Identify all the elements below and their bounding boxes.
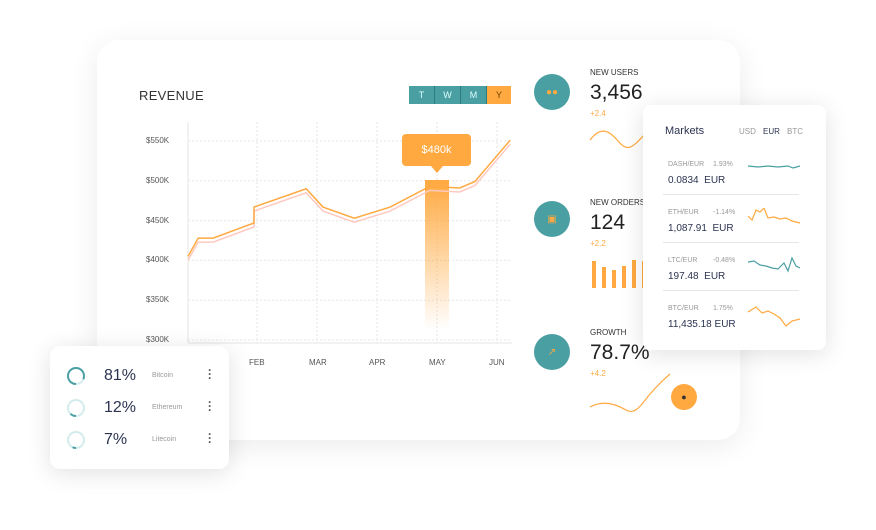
currency-eur-tab[interactable]: EUR	[763, 127, 780, 136]
revenue-line-shadow	[187, 143, 511, 261]
currency-usd-tab[interactable]: USD	[739, 127, 756, 136]
market-value: 0.0834 EUR	[668, 175, 726, 186]
x-tick-label: MAR	[309, 358, 327, 367]
markets-title: Markets	[665, 125, 705, 137]
chat-bubble-icon: ●	[681, 392, 687, 402]
market-pair: BTC/EUR	[668, 305, 699, 312]
stat-value: 124	[590, 211, 626, 234]
stat-value: 3,456	[590, 81, 643, 104]
progress-ring	[67, 431, 85, 449]
shopping-bag-icon: ▣	[534, 201, 570, 237]
stat-delta: +2.4	[590, 109, 606, 118]
portfolio-percent: 7%	[104, 431, 128, 448]
portfolio-percent: 81%	[104, 367, 137, 384]
x-tick-label: APR	[369, 358, 386, 367]
growth-sparkline	[589, 373, 671, 412]
market-value: 1,087.91 EUR	[668, 223, 734, 234]
x-tick-label: FEB	[249, 358, 265, 367]
y-tick-label: $400K	[146, 255, 170, 265]
y-tick-label: $550K	[146, 136, 170, 145]
revenue-title: REVENUE	[139, 88, 204, 103]
portfolio-coin-name: Litecoin	[152, 436, 177, 443]
market-value: 11,435.18 EUR	[668, 319, 736, 330]
order-bar	[632, 260, 636, 288]
y-tick-label: $300K	[146, 335, 170, 344]
chat-button[interactable]: ●	[671, 384, 697, 410]
period-t-button[interactable]: T	[409, 86, 435, 104]
market-sparkline	[748, 306, 801, 327]
stat-label: NEW ORDERS	[590, 198, 646, 207]
stat-label: NEW USERS	[590, 68, 639, 77]
market-sparkline	[748, 208, 801, 224]
order-bar	[602, 267, 606, 288]
divider	[663, 242, 799, 243]
currency-btc-tab[interactable]: BTC	[787, 127, 803, 136]
market-change: -0.48%	[713, 257, 736, 264]
market-pair: DASH/EUR	[668, 161, 705, 168]
users-sparkline	[589, 130, 647, 149]
portfolio-coin-name: Ethereum	[152, 404, 183, 411]
period-m-button[interactable]: M	[461, 86, 487, 104]
market-change: 1.93%	[713, 161, 733, 168]
market-pair: ETH/EUR	[668, 209, 699, 216]
portfolio-percent: 12%	[104, 399, 137, 416]
market-sparkline	[748, 256, 801, 273]
more-options-icon[interactable]: · · ·	[208, 427, 212, 449]
stat-value: 78.7%	[590, 341, 650, 364]
chart-tooltip: $480k	[402, 134, 471, 166]
market-pair: LTC/EUR	[668, 257, 698, 264]
x-tick-label: MAY	[429, 358, 446, 367]
y-tick-label: $450K	[146, 215, 170, 225]
y-tick-label: $500K	[146, 175, 170, 185]
portfolio-coin-name: Bitcoin	[152, 372, 174, 379]
tooltip-arrow	[431, 166, 443, 173]
stat-delta: +4.2	[590, 369, 606, 378]
divider	[663, 194, 799, 195]
market-change: -1.14%	[713, 209, 736, 216]
period-w-button[interactable]: W	[435, 86, 461, 104]
markets-card	[643, 105, 826, 350]
market-value: 197.48 EUR	[668, 271, 726, 282]
more-options-icon[interactable]: · · ·	[208, 363, 212, 385]
progress-ring	[67, 367, 85, 385]
market-change: 1.75%	[713, 305, 733, 312]
period-selector: T W M Y	[409, 86, 511, 104]
y-tick-label: $350K	[146, 295, 170, 305]
divider	[663, 290, 799, 291]
stat-delta: +2.2	[590, 239, 606, 248]
stat-label: GROWTH	[590, 328, 627, 337]
trend-up-icon: ↗	[534, 334, 570, 370]
period-y-button[interactable]: Y	[487, 86, 511, 104]
x-tick-label: JUN	[489, 358, 505, 367]
users-icon: ●●	[534, 74, 570, 110]
order-bar	[592, 261, 596, 288]
market-sparkline	[748, 165, 801, 169]
portfolio-card	[50, 346, 229, 469]
more-options-icon[interactable]: · · ·	[208, 395, 212, 417]
order-bar	[612, 269, 616, 288]
tooltip-value: $480k	[421, 144, 452, 156]
order-bar	[622, 265, 626, 288]
progress-ring	[67, 399, 85, 417]
highlight-bar	[425, 180, 449, 330]
